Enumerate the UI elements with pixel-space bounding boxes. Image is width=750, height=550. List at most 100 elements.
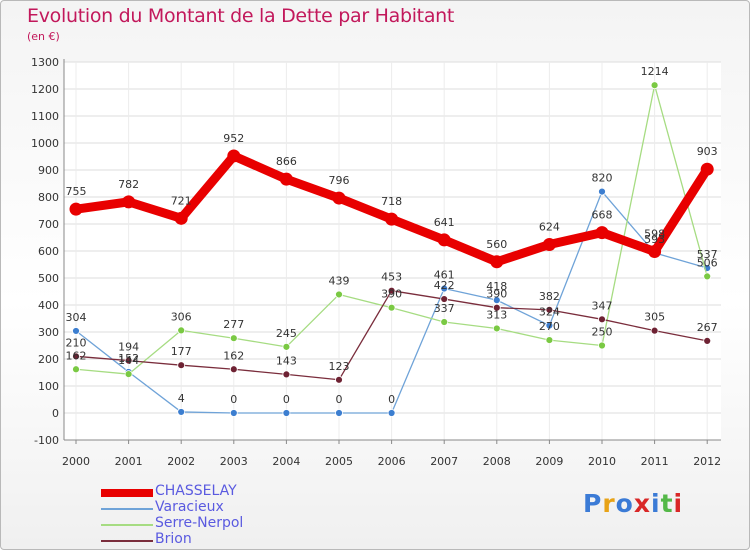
data-point-serre-nerpol [492, 324, 501, 333]
x-tick-label: 2005 [325, 455, 353, 468]
legend-item-varacieux: Varacieux [101, 499, 301, 517]
data-label-brion: 123 [329, 360, 350, 373]
legend-label: Brion [155, 531, 192, 547]
data-point-chasselay [595, 226, 609, 240]
data-label-brion: 347 [592, 299, 613, 312]
data-point-chasselay [279, 172, 293, 186]
data-label-chasselay: 721 [171, 194, 192, 207]
data-label-chasselay: 641 [434, 216, 455, 229]
data-label-varacieux: 0 [283, 393, 290, 406]
data-label-varacieux: 4 [178, 392, 185, 405]
data-label-varacieux: 820 [592, 172, 613, 185]
data-point-serre-nerpol [440, 318, 449, 326]
x-tick-label: 2003 [220, 455, 248, 468]
data-point-chasselay [122, 195, 136, 209]
legend-swatch [101, 489, 153, 497]
y-tick-label: 300 [38, 326, 59, 339]
data-point-varacieux [492, 296, 501, 305]
x-tick-label: 2010 [588, 455, 616, 468]
data-point-varacieux [177, 408, 186, 416]
data-point-chasselay [490, 255, 504, 269]
y-tick-label: 800 [38, 191, 59, 204]
data-label-brion: 177 [171, 345, 192, 358]
data-label-chasselay: 598 [644, 228, 665, 241]
data-point-varacieux [387, 409, 396, 417]
data-label-chasselay: 952 [223, 132, 244, 145]
x-tick-label: 2012 [693, 455, 721, 468]
data-label-brion: 210 [66, 336, 87, 349]
data-point-varacieux [335, 409, 343, 417]
x-tick-label: 2007 [430, 455, 458, 468]
data-point-varacieux [72, 327, 80, 335]
proxiti-logo: Proxiti [583, 489, 683, 518]
y-tick-label: 1000 [31, 137, 59, 150]
data-label-varacieux: 0 [336, 393, 343, 406]
data-label-chasselay: 624 [539, 221, 560, 234]
logo-letter: o [615, 489, 634, 518]
data-point-brion [387, 286, 396, 295]
data-label-chasselay: 796 [329, 174, 350, 187]
y-tick-label: 1200 [31, 83, 59, 96]
data-label-chasselay: 755 [66, 185, 87, 198]
x-tick-label: 2002 [167, 455, 195, 468]
data-label-serre-nerpol: 1214 [641, 65, 669, 78]
data-point-serre-nerpol [177, 326, 186, 335]
data-point-brion [335, 375, 343, 384]
y-tick-label: 400 [38, 299, 59, 312]
y-tick-label: 600 [38, 245, 59, 258]
y-tick-label: 200 [38, 353, 59, 366]
data-label-brion: 422 [434, 279, 455, 292]
data-label-varacieux: 461 [434, 269, 455, 282]
data-point-brion [545, 305, 554, 314]
data-point-serre-nerpol [229, 334, 238, 343]
data-point-brion [177, 361, 186, 370]
data-point-serre-nerpol [72, 365, 80, 374]
legend-label: Serre-Nerpol [155, 515, 244, 531]
data-point-serre-nerpol [335, 290, 343, 299]
data-point-chasselay [437, 233, 451, 247]
y-tick-label: -100 [34, 434, 59, 447]
data-label-serre-nerpol: 306 [171, 310, 192, 323]
data-label-chasselay: 668 [592, 209, 613, 222]
data-label-brion: 194 [118, 341, 139, 354]
x-tick-label: 2006 [378, 455, 406, 468]
data-label-brion: 162 [223, 349, 244, 362]
y-tick-label: 700 [38, 218, 59, 231]
data-label-serre-nerpol: 277 [223, 318, 244, 331]
data-label-serre-nerpol: 313 [486, 308, 507, 321]
data-point-chasselay [69, 202, 83, 216]
y-tick-label: 1100 [31, 110, 59, 123]
x-tick-label: 2011 [641, 455, 669, 468]
data-label-serre-nerpol: 270 [539, 320, 560, 333]
logo-letter: i [673, 489, 684, 518]
data-point-varacieux [282, 409, 291, 417]
data-label-brion: 143 [276, 354, 297, 367]
data-point-brion [703, 337, 712, 345]
chart-title: Evolution du Montant de la Dette par Hab… [27, 5, 455, 27]
data-point-serre-nerpol [387, 303, 396, 312]
data-point-chasselay [700, 162, 714, 176]
data-point-varacieux [229, 409, 238, 417]
data-point-serre-nerpol [703, 272, 712, 281]
logo-letter: P [583, 489, 603, 518]
legend-swatch [101, 508, 153, 510]
data-point-chasselay [648, 245, 662, 259]
data-label-serre-nerpol: 162 [66, 349, 87, 362]
data-label-varacieux: 152 [118, 352, 139, 365]
data-label-varacieux: 418 [486, 280, 507, 293]
legend-label: CHASSELAY [155, 483, 237, 499]
data-label-brion: 382 [539, 290, 560, 303]
data-label-varacieux: 0 [388, 393, 395, 406]
data-point-brion [229, 365, 238, 374]
data-point-varacieux [598, 187, 606, 196]
data-point-serre-nerpol [124, 370, 133, 379]
data-label-varacieux: 0 [230, 393, 237, 406]
data-point-serre-nerpol [545, 336, 554, 345]
legend-label: Varacieux [155, 499, 224, 515]
y-tick-label: 900 [38, 164, 59, 177]
data-point-brion [440, 295, 449, 303]
data-label-chasselay: 903 [697, 145, 718, 158]
data-label-varacieux: 593 [644, 233, 665, 246]
data-point-brion [492, 303, 501, 312]
